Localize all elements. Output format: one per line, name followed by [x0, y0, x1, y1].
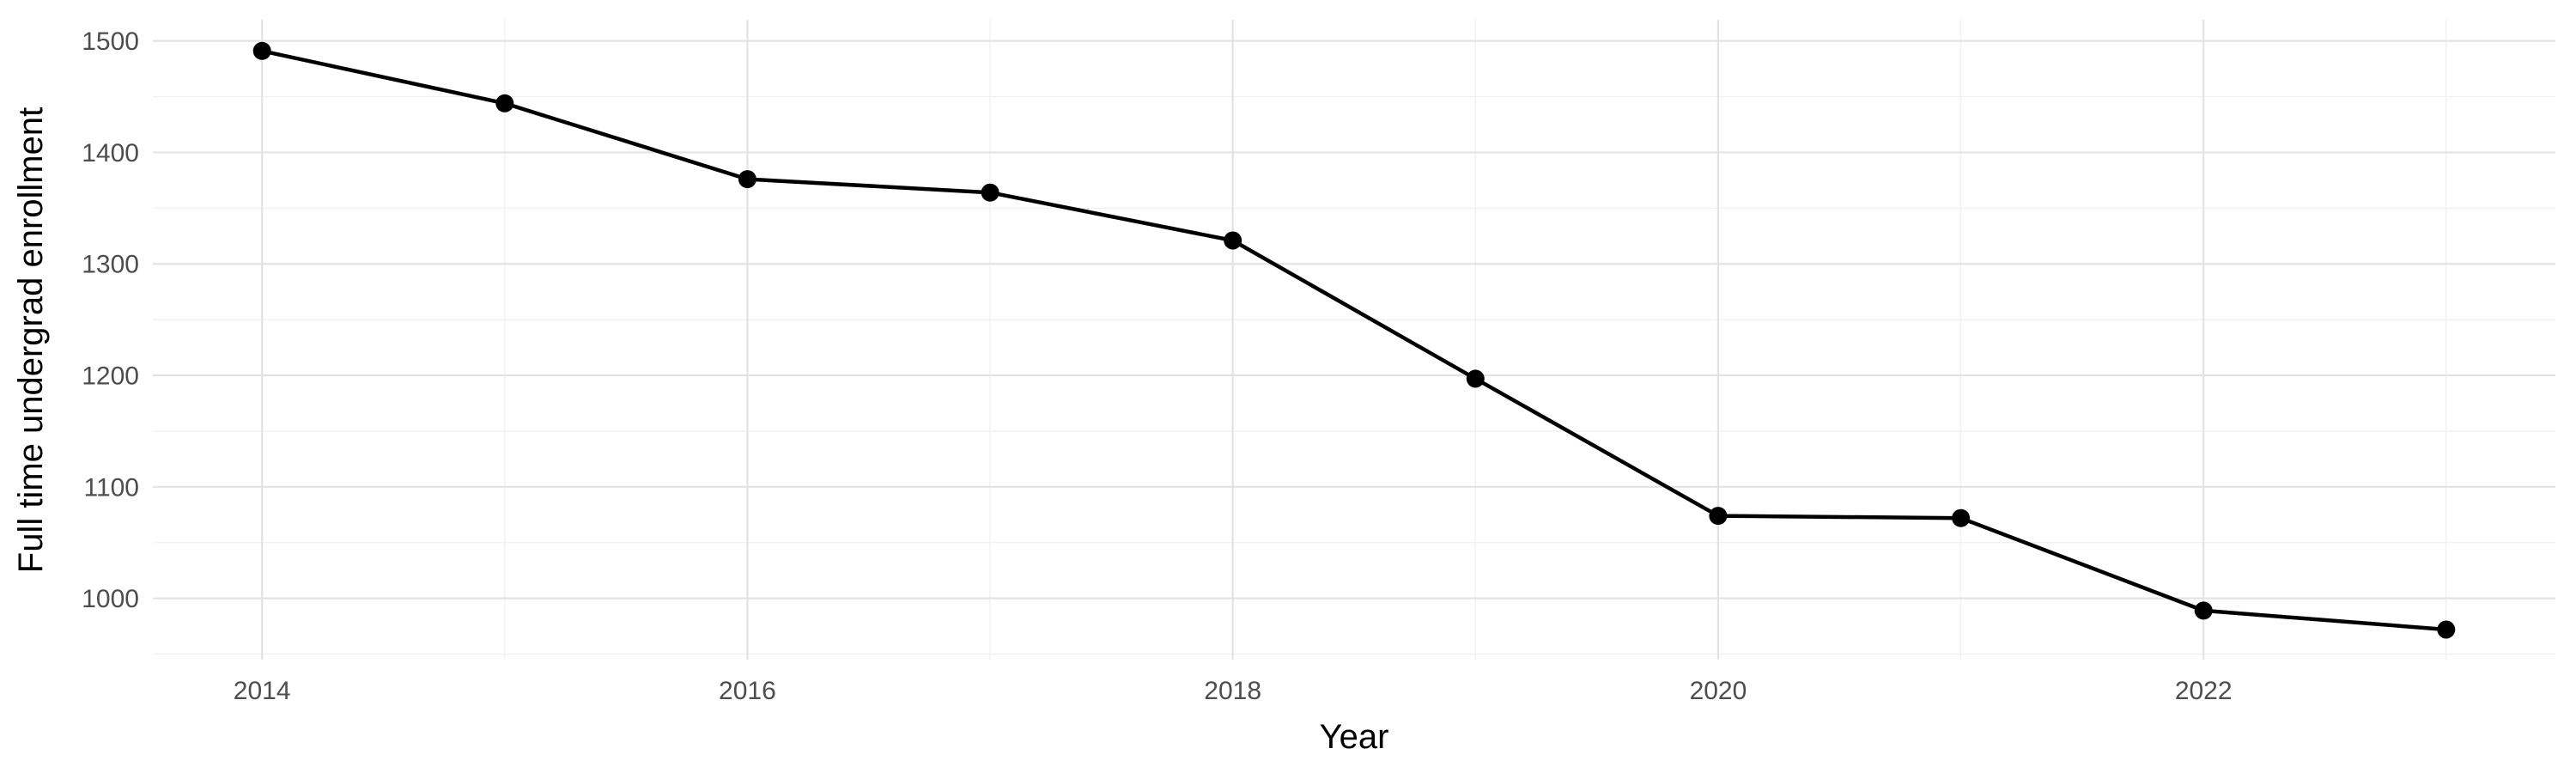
data-point-2014: [252, 41, 271, 60]
data-point-2020: [1709, 507, 1728, 526]
y-tick-label-1300: 1300: [82, 251, 139, 279]
data-point-2017: [981, 183, 999, 202]
data-point-2023: [2437, 620, 2456, 639]
y-axis-title: Full time undergrad enrollment: [12, 107, 50, 574]
x-tick-label-2018: 2018: [1204, 677, 1261, 705]
x-tick-label-2020: 2020: [1690, 677, 1747, 705]
x-axis-tick-labels: 2014 2016 2018 2020 2022: [234, 677, 2233, 705]
x-tick-label-2014: 2014: [234, 677, 291, 705]
data-point-2019: [1466, 369, 1485, 388]
y-tick-label-1500: 1500: [82, 27, 139, 56]
data-point-2021: [1952, 508, 1971, 527]
minor-gridlines: [153, 20, 2555, 660]
x-axis-title: Year: [1319, 718, 1389, 756]
y-tick-label-1100: 1100: [83, 473, 139, 502]
y-tick-label-1200: 1200: [82, 362, 139, 391]
x-tick-label-2016: 2016: [719, 677, 776, 705]
data-point-2016: [738, 170, 756, 189]
data-points: [252, 41, 2456, 639]
y-tick-label-1400: 1400: [82, 139, 139, 167]
x-tick-label-2022: 2022: [2175, 677, 2233, 705]
y-tick-label-1000: 1000: [82, 585, 139, 613]
major-gridlines: [153, 20, 2555, 660]
data-point-2015: [495, 94, 514, 113]
data-point-2018: [1224, 231, 1242, 250]
y-axis-tick-labels: 1000 1100 1200 1300 1400 1500: [82, 27, 139, 613]
data-point-2022: [2194, 601, 2213, 620]
enrollment-trend-line: [259, 49, 2449, 632]
